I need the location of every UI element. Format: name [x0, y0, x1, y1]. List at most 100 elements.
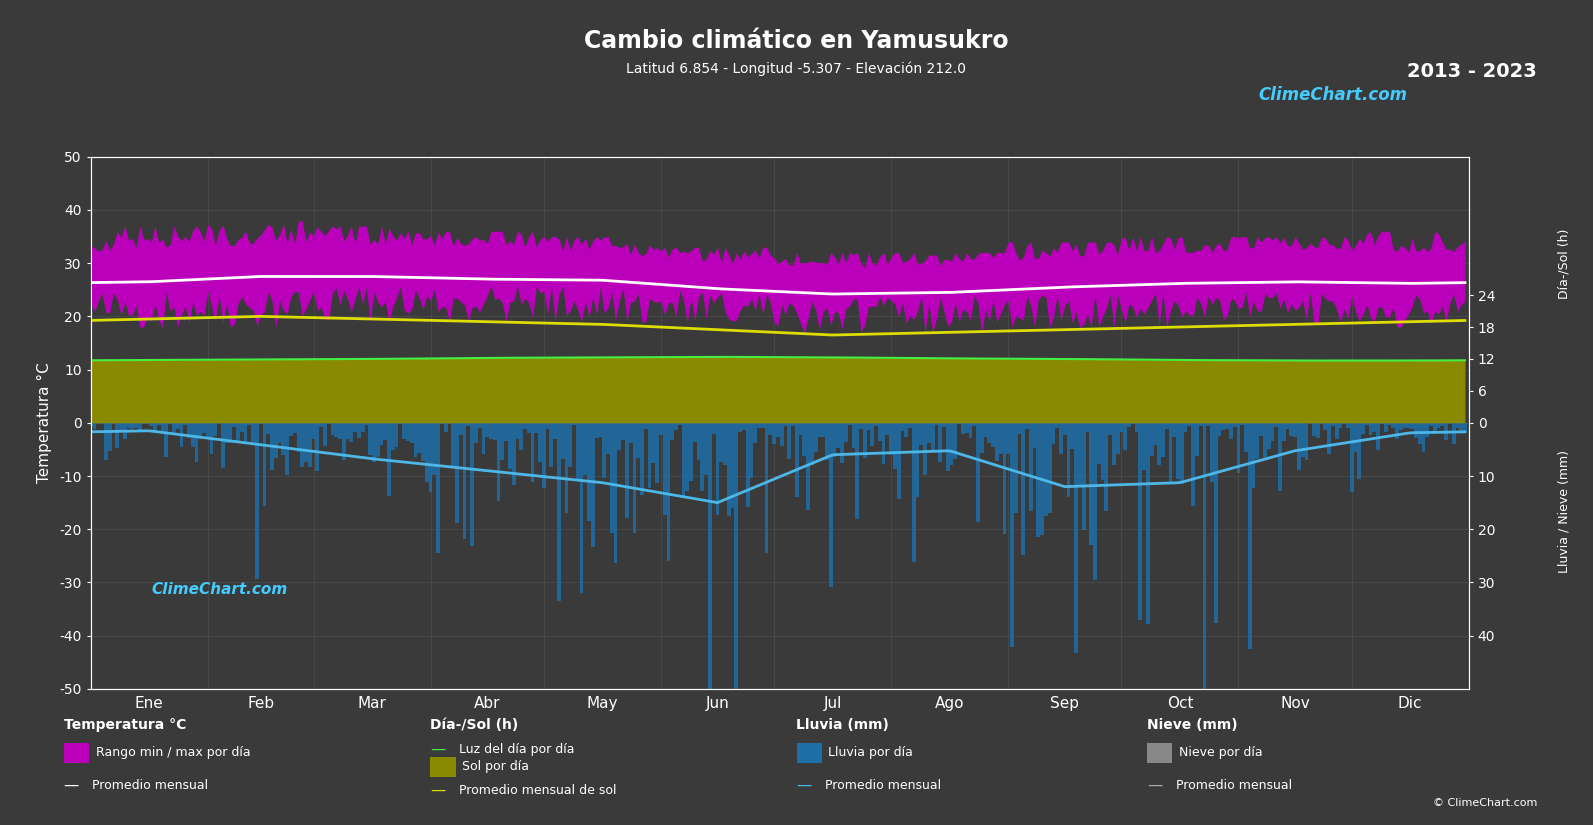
Bar	[919, 422, 924, 445]
Bar	[828, 422, 833, 587]
Bar	[1153, 422, 1157, 445]
Bar	[523, 422, 527, 429]
Bar	[938, 422, 941, 462]
Bar	[489, 422, 492, 439]
Bar	[1211, 422, 1214, 482]
Bar	[1098, 422, 1101, 464]
Bar	[1415, 422, 1418, 437]
Text: ClimeChart.com: ClimeChart.com	[1258, 86, 1408, 104]
Bar	[1032, 422, 1037, 448]
Bar	[750, 422, 753, 478]
Bar	[957, 422, 961, 424]
Bar	[1286, 422, 1289, 429]
Bar	[194, 422, 199, 462]
Bar	[1274, 422, 1278, 427]
Text: Latitud 6.854 - Longitud -5.307 - Elevación 212.0: Latitud 6.854 - Longitud -5.307 - Elevac…	[626, 62, 967, 77]
Bar	[225, 422, 229, 443]
Bar	[100, 422, 104, 424]
Bar	[534, 422, 538, 433]
Bar	[1169, 422, 1172, 483]
Bar	[580, 422, 583, 593]
Bar	[825, 422, 828, 460]
Bar	[591, 422, 594, 547]
Bar	[941, 422, 946, 427]
Bar	[1263, 422, 1266, 458]
Bar	[881, 422, 886, 464]
Bar	[1459, 422, 1462, 431]
Bar	[1418, 422, 1421, 444]
Text: 2013 - 2023: 2013 - 2023	[1408, 62, 1537, 81]
Bar	[852, 422, 855, 448]
Bar	[1373, 422, 1376, 432]
Bar	[1139, 422, 1142, 620]
Bar	[1043, 422, 1048, 516]
Bar	[131, 422, 134, 429]
Bar	[878, 422, 881, 441]
Bar	[916, 422, 919, 497]
Bar	[1026, 422, 1029, 429]
Bar	[1266, 422, 1271, 449]
Bar	[679, 422, 682, 425]
Bar	[92, 422, 97, 429]
Bar	[406, 422, 409, 441]
Bar	[1258, 422, 1263, 436]
Bar	[1217, 422, 1222, 436]
Text: Día-/Sol (h): Día-/Sol (h)	[430, 718, 518, 732]
Bar	[1120, 422, 1123, 432]
Bar	[330, 422, 335, 435]
Bar	[451, 422, 456, 468]
Bar	[425, 422, 429, 482]
Bar	[1109, 422, 1112, 435]
Bar	[492, 422, 497, 441]
Bar	[734, 422, 738, 756]
Bar	[1271, 422, 1274, 441]
Bar	[354, 422, 357, 431]
Text: Sol por día: Sol por día	[462, 760, 529, 773]
Bar	[414, 422, 417, 457]
Bar	[123, 422, 127, 440]
Bar	[859, 422, 863, 429]
Bar	[742, 422, 746, 430]
Bar	[1013, 422, 1018, 513]
Bar	[1048, 422, 1051, 513]
Bar	[236, 422, 241, 443]
Bar	[629, 422, 632, 443]
Bar	[1187, 422, 1192, 427]
Bar	[602, 422, 605, 478]
Bar	[368, 422, 373, 455]
Bar	[1313, 422, 1316, 436]
Bar	[459, 422, 462, 435]
Bar	[221, 422, 225, 468]
Bar	[252, 422, 255, 445]
Bar	[605, 422, 610, 455]
Bar	[530, 422, 534, 482]
Bar	[1059, 422, 1063, 455]
Bar	[1335, 422, 1338, 439]
Bar	[588, 422, 591, 521]
Bar	[905, 422, 908, 437]
Bar	[569, 422, 572, 467]
Bar	[693, 422, 696, 442]
Bar	[712, 422, 715, 434]
Bar	[621, 422, 624, 440]
Bar	[660, 422, 663, 436]
Text: © ClimeChart.com: © ClimeChart.com	[1432, 799, 1537, 808]
Bar	[900, 422, 905, 431]
Text: Lluvia / Nieve (mm): Lluvia / Nieve (mm)	[1558, 450, 1571, 573]
Bar	[1380, 422, 1384, 424]
Bar	[1327, 422, 1332, 455]
Bar	[1294, 422, 1297, 437]
Bar	[572, 422, 577, 425]
Bar	[666, 422, 671, 561]
Bar	[508, 422, 511, 469]
Bar	[803, 422, 806, 456]
Bar	[142, 422, 145, 424]
Bar	[293, 422, 296, 433]
Bar	[1247, 422, 1252, 648]
Text: Promedio mensual de sol: Promedio mensual de sol	[459, 784, 616, 797]
Bar	[1432, 422, 1437, 434]
Bar	[199, 422, 202, 439]
Bar	[773, 422, 776, 445]
Bar	[104, 422, 108, 460]
Bar	[784, 422, 787, 427]
